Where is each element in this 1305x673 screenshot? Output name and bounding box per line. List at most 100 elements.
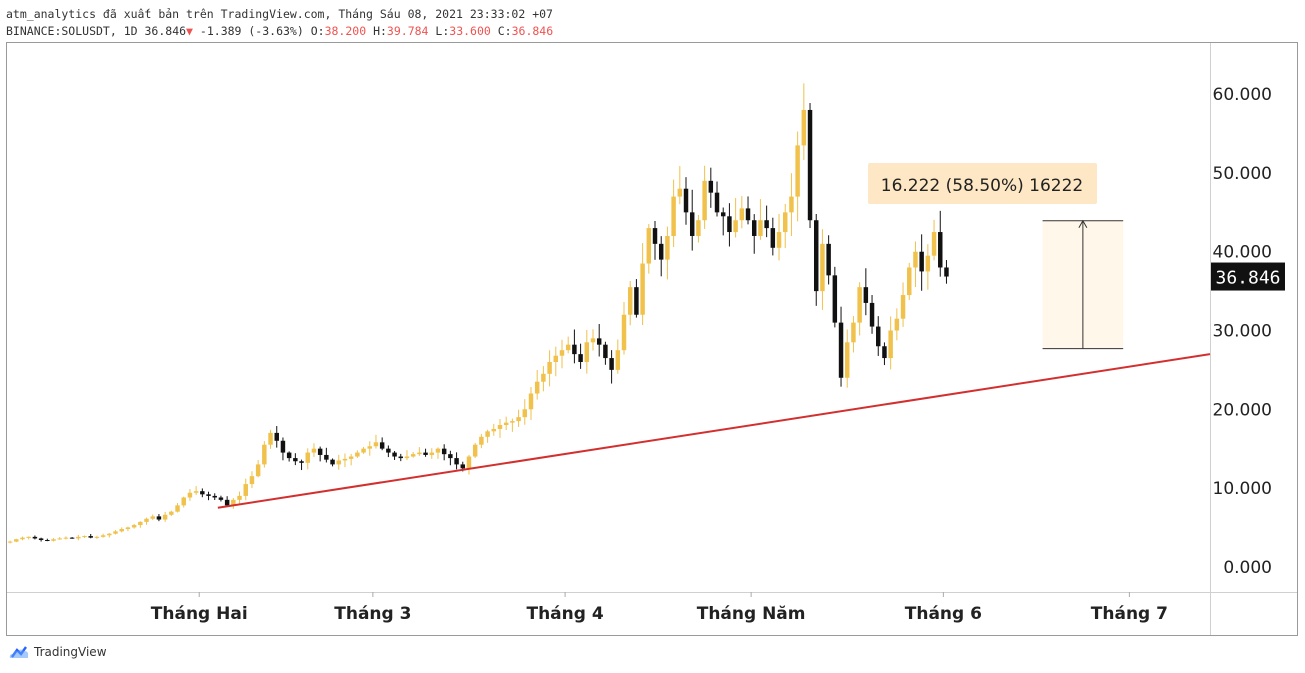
open-label: O: <box>310 24 325 38</box>
candle-body <box>689 212 695 236</box>
candle-body <box>789 196 794 213</box>
candle-body <box>187 492 193 498</box>
candle-body <box>596 338 602 345</box>
candle-body <box>255 464 261 477</box>
x-tick-label: Tháng 7 <box>1091 604 1168 624</box>
candle-body <box>423 452 428 455</box>
candle-body <box>268 432 273 445</box>
y-tick-label: 50.000 <box>1213 164 1272 184</box>
x-tick-label: Tháng 3 <box>334 604 411 624</box>
candle-body <box>113 531 118 534</box>
candle-body <box>342 458 348 461</box>
x-tick-label: Tháng 6 <box>905 604 982 624</box>
candle-body <box>330 459 335 465</box>
candle-body <box>646 228 652 264</box>
chart-frame <box>6 42 1298 636</box>
candle-body <box>863 287 869 303</box>
candle-body <box>727 216 732 233</box>
candle-body <box>559 350 565 356</box>
candle-body <box>510 421 515 423</box>
candle-body <box>547 362 552 374</box>
candle-body <box>193 491 199 493</box>
candle-body <box>565 344 571 351</box>
candle-body <box>851 322 856 343</box>
last-price-tag <box>1211 262 1285 291</box>
high-label: H: <box>373 24 387 38</box>
y-tick-label: 0.000 <box>1223 558 1272 578</box>
candle-body <box>869 302 875 327</box>
y-tick-label: 30.000 <box>1213 321 1272 341</box>
x-tick-label: Tháng Năm <box>697 604 806 624</box>
candle-body <box>925 255 931 272</box>
candle-body <box>367 446 372 449</box>
last-price: 36.846 <box>144 24 187 38</box>
footer: TradingView <box>8 645 107 659</box>
measure-arrow-head <box>1078 219 1088 229</box>
candle-body <box>702 180 707 221</box>
candle-body <box>460 464 466 469</box>
candle-body <box>373 442 379 447</box>
close-value: 36.846 <box>511 24 554 38</box>
candle-body <box>578 354 583 363</box>
candle-body <box>156 516 162 520</box>
candle-body <box>876 326 881 347</box>
change-value: -1.389 (-3.63%) <box>199 24 304 38</box>
candle-body <box>677 188 683 197</box>
candle-body <box>714 192 720 213</box>
candle-body <box>119 528 124 532</box>
tradingview-brand[interactable]: TradingView <box>34 645 107 659</box>
candle-body <box>32 536 38 539</box>
candle-body <box>7 541 13 543</box>
candle-body <box>522 409 528 418</box>
candle-body <box>845 342 850 378</box>
candle-body <box>454 458 459 465</box>
candle-body <box>900 295 906 319</box>
candle-body <box>696 220 701 236</box>
candle-body <box>590 338 596 343</box>
candle-body <box>665 235 670 260</box>
price-axis[interactable]: 0.000 10.000 20.000 30.000 40.000 50.000 60.00… <box>1211 85 1285 578</box>
candle-body <box>516 417 521 422</box>
open-value: 38.200 <box>324 24 367 38</box>
candle-body <box>218 497 224 500</box>
candle-body <box>175 505 180 512</box>
candle-body <box>944 267 949 277</box>
candle-body <box>894 318 900 331</box>
measure-label-box <box>868 163 1097 204</box>
x-tick-label: Tháng Hai <box>151 604 248 624</box>
candle-body <box>237 495 242 500</box>
candle-body <box>398 456 403 459</box>
candle-body <box>324 454 329 460</box>
candle-body <box>931 232 937 256</box>
candle-body <box>466 456 472 469</box>
candle-body <box>100 535 106 537</box>
candle-body <box>63 537 69 539</box>
candle-body <box>491 428 497 432</box>
candle-body <box>150 516 155 519</box>
candle-body <box>615 350 621 370</box>
candle-body <box>572 344 577 355</box>
tradingview-cloud-icon <box>9 646 29 658</box>
candle-body <box>708 180 714 193</box>
candle-body <box>603 344 608 359</box>
candle-body <box>913 251 918 268</box>
candle-body <box>857 287 862 323</box>
trendline <box>217 353 1211 509</box>
candle-body <box>125 527 131 529</box>
candle-body <box>94 536 100 538</box>
candle-body <box>938 232 943 268</box>
candle-body <box>336 460 341 465</box>
candle-body <box>392 452 397 457</box>
down-arrow-icon: ▼ <box>186 24 193 38</box>
candle-body <box>609 358 614 370</box>
candle-body <box>14 539 19 542</box>
drawings-layer: 16.222 (58.50%) 16222 <box>217 163 1211 509</box>
candle-body <box>305 452 310 463</box>
chart-header: atm_analytics đã xuất bản trên TradingVi… <box>6 6 553 40</box>
candle-body <box>671 196 676 236</box>
candle-body <box>497 425 503 429</box>
candle-body <box>751 220 757 236</box>
time-axis[interactable]: Tháng Hai Tháng 3 Tháng 4 Tháng Năm Tháng 6 T… <box>151 592 1168 624</box>
candle-body <box>919 251 924 272</box>
